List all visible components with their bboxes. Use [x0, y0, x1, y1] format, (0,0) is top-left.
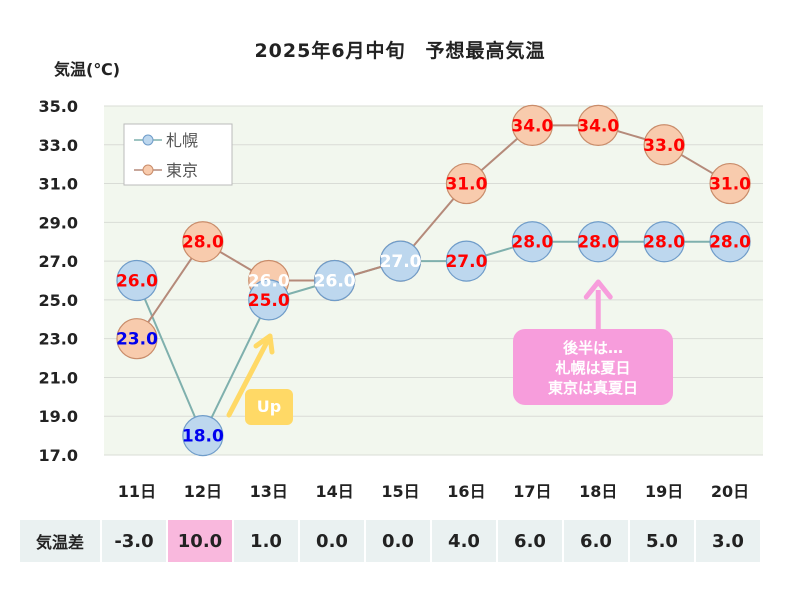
data-label: 27.0 — [445, 252, 487, 272]
data-point-marker — [314, 259, 356, 302]
difference-cell: 6.0 — [497, 520, 564, 562]
x-tick-label: 14日 — [316, 482, 354, 501]
x-tick-label: 19日 — [645, 482, 683, 501]
difference-row-label: 気温差 — [20, 520, 102, 562]
data-point-marker — [511, 221, 553, 263]
data-point-marker — [182, 415, 224, 457]
y-tick-label: 35.0 — [39, 97, 78, 116]
temperature-difference-table: 気温差 -3.0 10.0 1.0 0.0 0.0 4.0 6.0 6.0 5.… — [20, 520, 762, 562]
callout-line-1: 後半は… — [562, 339, 623, 357]
data-label: 28.0 — [182, 233, 224, 253]
data-point-marker — [643, 124, 685, 166]
y-axis-unit-label: 気温(℃) — [54, 60, 121, 79]
legend-label: 東京 — [166, 161, 198, 180]
data-label: 27.0 — [380, 252, 422, 272]
x-tick-label: 13日 — [250, 482, 288, 501]
series-line — [136, 124, 731, 340]
callout-box: 後半は… 札幌は夏日 東京は真夏日 — [513, 329, 673, 405]
data-label: 23.0 — [116, 330, 158, 350]
data-point-marker — [116, 259, 158, 302]
chart-title: 2025年6月中旬 予想最高気温 — [254, 40, 546, 62]
data-label: 34.0 — [511, 116, 553, 136]
data-point-marker — [379, 240, 422, 282]
data-label: 26.0 — [314, 272, 356, 292]
x-tick-label: 15日 — [381, 482, 419, 501]
data-label: 25.0 — [248, 291, 290, 311]
x-tick-label: 16日 — [447, 482, 485, 501]
x-tick-label: 20日 — [711, 482, 749, 501]
y-tick-label: 31.0 — [39, 175, 78, 194]
y-tick-label: 23.0 — [39, 330, 78, 349]
yellow-arrow-head — [253, 333, 275, 355]
yellow-up-arrow — [226, 337, 271, 418]
difference-cell: 5.0 — [629, 520, 696, 562]
legend-marker — [142, 134, 154, 146]
data-label: 28.0 — [577, 233, 619, 253]
difference-cell: 3.0 — [695, 520, 762, 562]
data-point-marker — [709, 221, 751, 263]
data-label: 26.0 — [116, 272, 158, 292]
legend-label: 札幌 — [166, 131, 198, 150]
difference-cell: 6.0 — [563, 520, 630, 562]
y-tick-label: 27.0 — [39, 252, 78, 271]
y-tick-label: 33.0 — [39, 136, 78, 155]
data-point-marker — [577, 104, 619, 146]
data-point-marker — [182, 221, 224, 263]
data-label: 28.0 — [511, 233, 553, 253]
data-label: 34.0 — [577, 116, 619, 136]
y-tick-label: 25.0 — [39, 291, 78, 310]
callout-line-2: 札幌は夏日 — [555, 359, 631, 377]
data-point-marker — [709, 162, 751, 205]
up-badge: Up — [245, 389, 293, 425]
y-tick-label: 17.0 — [39, 446, 78, 465]
legend-marker — [142, 164, 154, 176]
data-point-marker — [511, 104, 553, 146]
y-tick-label: 21.0 — [39, 368, 78, 387]
difference-cell: 4.0 — [431, 520, 498, 562]
pink-arrow-head — [583, 279, 613, 300]
data-label: 28.0 — [643, 233, 685, 253]
data-point-marker — [248, 279, 290, 321]
difference-cell: 0.0 — [299, 520, 366, 562]
difference-cell: -3.0 — [101, 520, 168, 562]
data-point-marker — [445, 240, 488, 282]
x-tick-label: 17日 — [513, 482, 551, 501]
y-tick-label: 29.0 — [39, 213, 78, 232]
series-line — [136, 240, 731, 439]
difference-row: 気温差 -3.0 10.0 1.0 0.0 0.0 4.0 6.0 6.0 5.… — [20, 520, 762, 562]
difference-cell: 0.0 — [365, 520, 432, 562]
data-label: 31.0 — [445, 175, 487, 195]
data-label: 31.0 — [709, 175, 751, 195]
difference-cell: 1.0 — [233, 520, 300, 562]
x-tick-label: 12日 — [184, 482, 222, 501]
difference-cell: 10.0 — [167, 520, 234, 562]
data-label: 33.0 — [643, 136, 685, 156]
data-point-marker — [116, 318, 158, 360]
x-tick-label: 11日 — [118, 482, 156, 501]
data-label: 18.0 — [182, 427, 224, 447]
x-tick-label: 18日 — [579, 482, 617, 501]
data-point-marker — [445, 162, 488, 205]
data-label: 26.0 — [314, 272, 356, 292]
data-point-marker — [577, 221, 619, 263]
data-point-marker — [643, 221, 685, 263]
legend-box — [123, 123, 233, 186]
data-label: 26.0 — [248, 272, 290, 292]
data-label: 27.0 — [380, 252, 422, 272]
callout-line-3: 東京は真夏日 — [547, 379, 638, 397]
y-tick-label: 19.0 — [39, 407, 78, 426]
data-label: 28.0 — [709, 233, 751, 253]
